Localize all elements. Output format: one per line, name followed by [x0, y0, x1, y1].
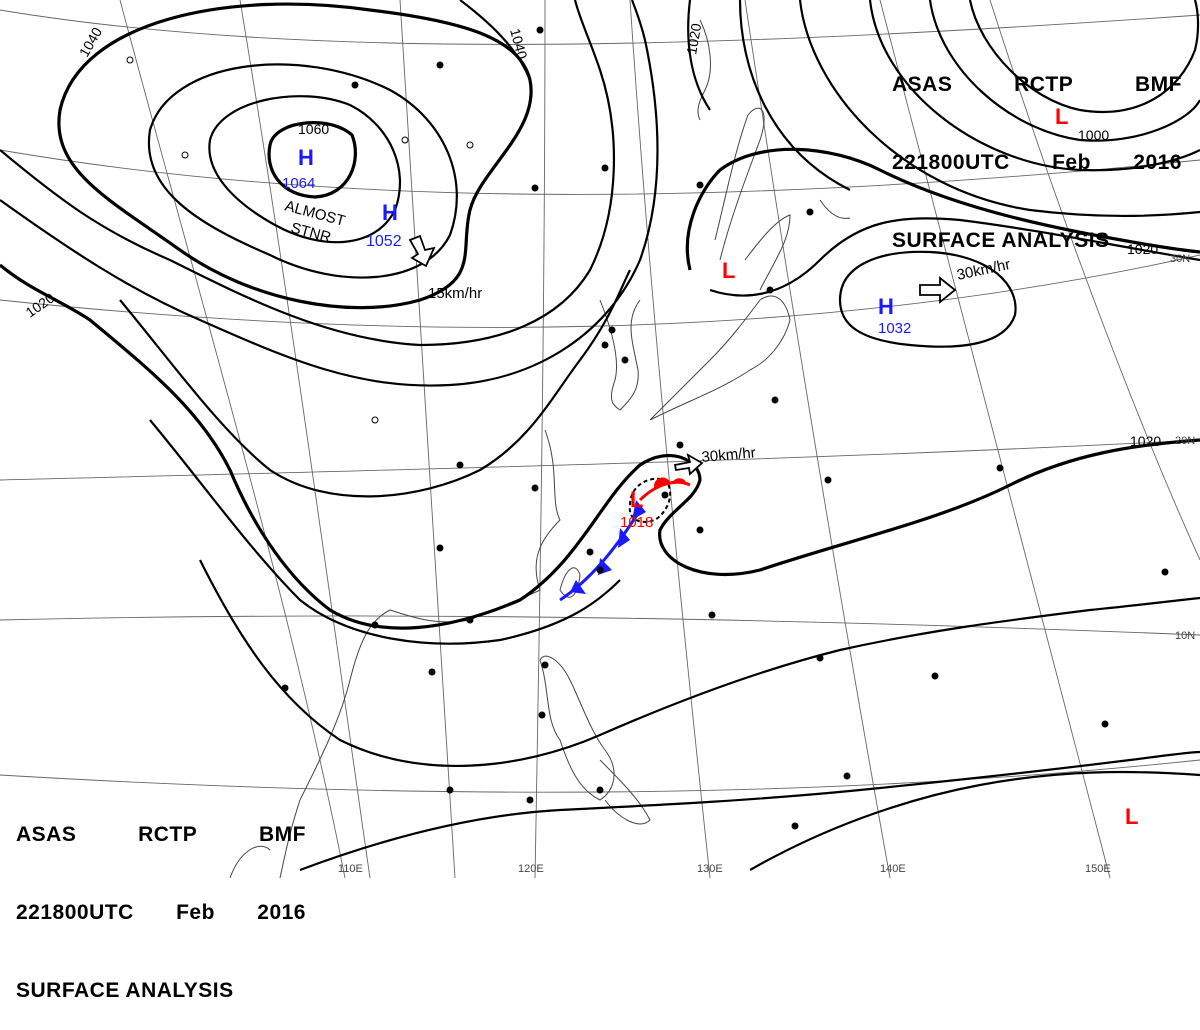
isobar-label-1000: 1000 [1078, 127, 1109, 143]
motion-arrows [408, 234, 957, 476]
isobar-label-1040-left: 1040 [76, 24, 106, 59]
header-title: SURFACE ANALYSIS [892, 229, 1110, 252]
low-symbol: L [630, 487, 643, 512]
isobar-1032-ring [838, 250, 1017, 348]
header-code: BMF [259, 823, 306, 846]
high-symbol: H [382, 200, 398, 225]
lon-label-150e: 150E [1085, 863, 1111, 875]
low-symbol: L [1125, 804, 1138, 829]
low-symbol: L [722, 258, 735, 283]
high-value: 1032 [878, 320, 911, 337]
motion-15kmhr: 15km/hr [428, 285, 482, 302]
lon-label-130e: 130E [697, 863, 723, 875]
high-value: 1064 [282, 175, 315, 192]
isobar-label-1020-east: 1020 [1127, 241, 1158, 257]
header-title: SURFACE ANALYSIS [16, 979, 234, 1002]
arrow-15kmhr [408, 234, 436, 268]
station-markers [126, 26, 1169, 830]
isobar-label-1020-left: 1020 [23, 289, 58, 320]
warm-front [638, 477, 691, 502]
low-symbol: L [1055, 104, 1068, 129]
isobar-label-1040-top: 1040 [507, 27, 531, 61]
header-agency: ASAS [892, 73, 953, 96]
motion-30kmhr-low: 30km/hr [701, 444, 756, 466]
header-year: 2016 [257, 901, 306, 924]
header-month: Feb [1052, 151, 1091, 174]
high-symbol: H [298, 145, 314, 170]
cold-front [559, 500, 646, 602]
high-symbol: H [878, 294, 894, 319]
isobar-1060 [267, 121, 357, 199]
surface-analysis-map: 1040 1040 1060 1020 1020 1020 1020 1000 … [0, 0, 1200, 878]
lon-label-120e: 120E [518, 863, 544, 875]
isobar-1020-main [0, 263, 1200, 630]
isobar-label-1020-se: 1020 [1130, 433, 1161, 449]
graticule-parallels [0, 9, 1200, 793]
isobar-1040 [57, 2, 533, 310]
header-station: RCTP [138, 823, 198, 846]
header-code: BMF [1135, 73, 1182, 96]
header-time: 221800UTC [16, 901, 134, 924]
high-value: 1052 [366, 233, 402, 250]
header-row-1: ASAS RCTP BMF [892, 72, 1182, 98]
isobar-label-1060: 1060 [298, 121, 329, 137]
header-year: 2016 [1133, 151, 1182, 174]
header-time: 221800UTC [892, 151, 1010, 174]
header-station: RCTP [1014, 73, 1074, 96]
coastlines [229, 19, 851, 878]
lat-label-30n: 30N [1170, 253, 1190, 265]
isobar-label-1020-top: 1020 [683, 22, 704, 56]
lon-label-140e: 140E [880, 863, 906, 875]
lat-label-10n: 10N [1175, 630, 1195, 642]
isobar-ring [147, 63, 458, 279]
chart-header-top: ASAS RCTP BMF 221800UTC Feb 2016 SURFACE… [892, 20, 1182, 280]
lat-label-20n: 20N [1175, 435, 1195, 447]
isobar-ring [208, 95, 402, 244]
header-row-2: 221800UTC Feb 2016 [892, 150, 1182, 176]
header-row-2: 221800UTC Feb 2016 [16, 900, 306, 926]
arrow-30kmhr-low [673, 453, 704, 476]
header-agency: ASAS [16, 823, 77, 846]
lon-label-110e: 110E [338, 863, 363, 875]
arrow-30kmhr-east [919, 276, 957, 304]
low-value: 1018 [620, 514, 653, 531]
header-row-1: ASAS RCTP BMF [16, 822, 306, 848]
header-month: Feb [176, 901, 215, 924]
chart-header-bottom: ASAS RCTP BMF 221800UTC Feb 2016 SURFACE… [16, 770, 306, 1030]
